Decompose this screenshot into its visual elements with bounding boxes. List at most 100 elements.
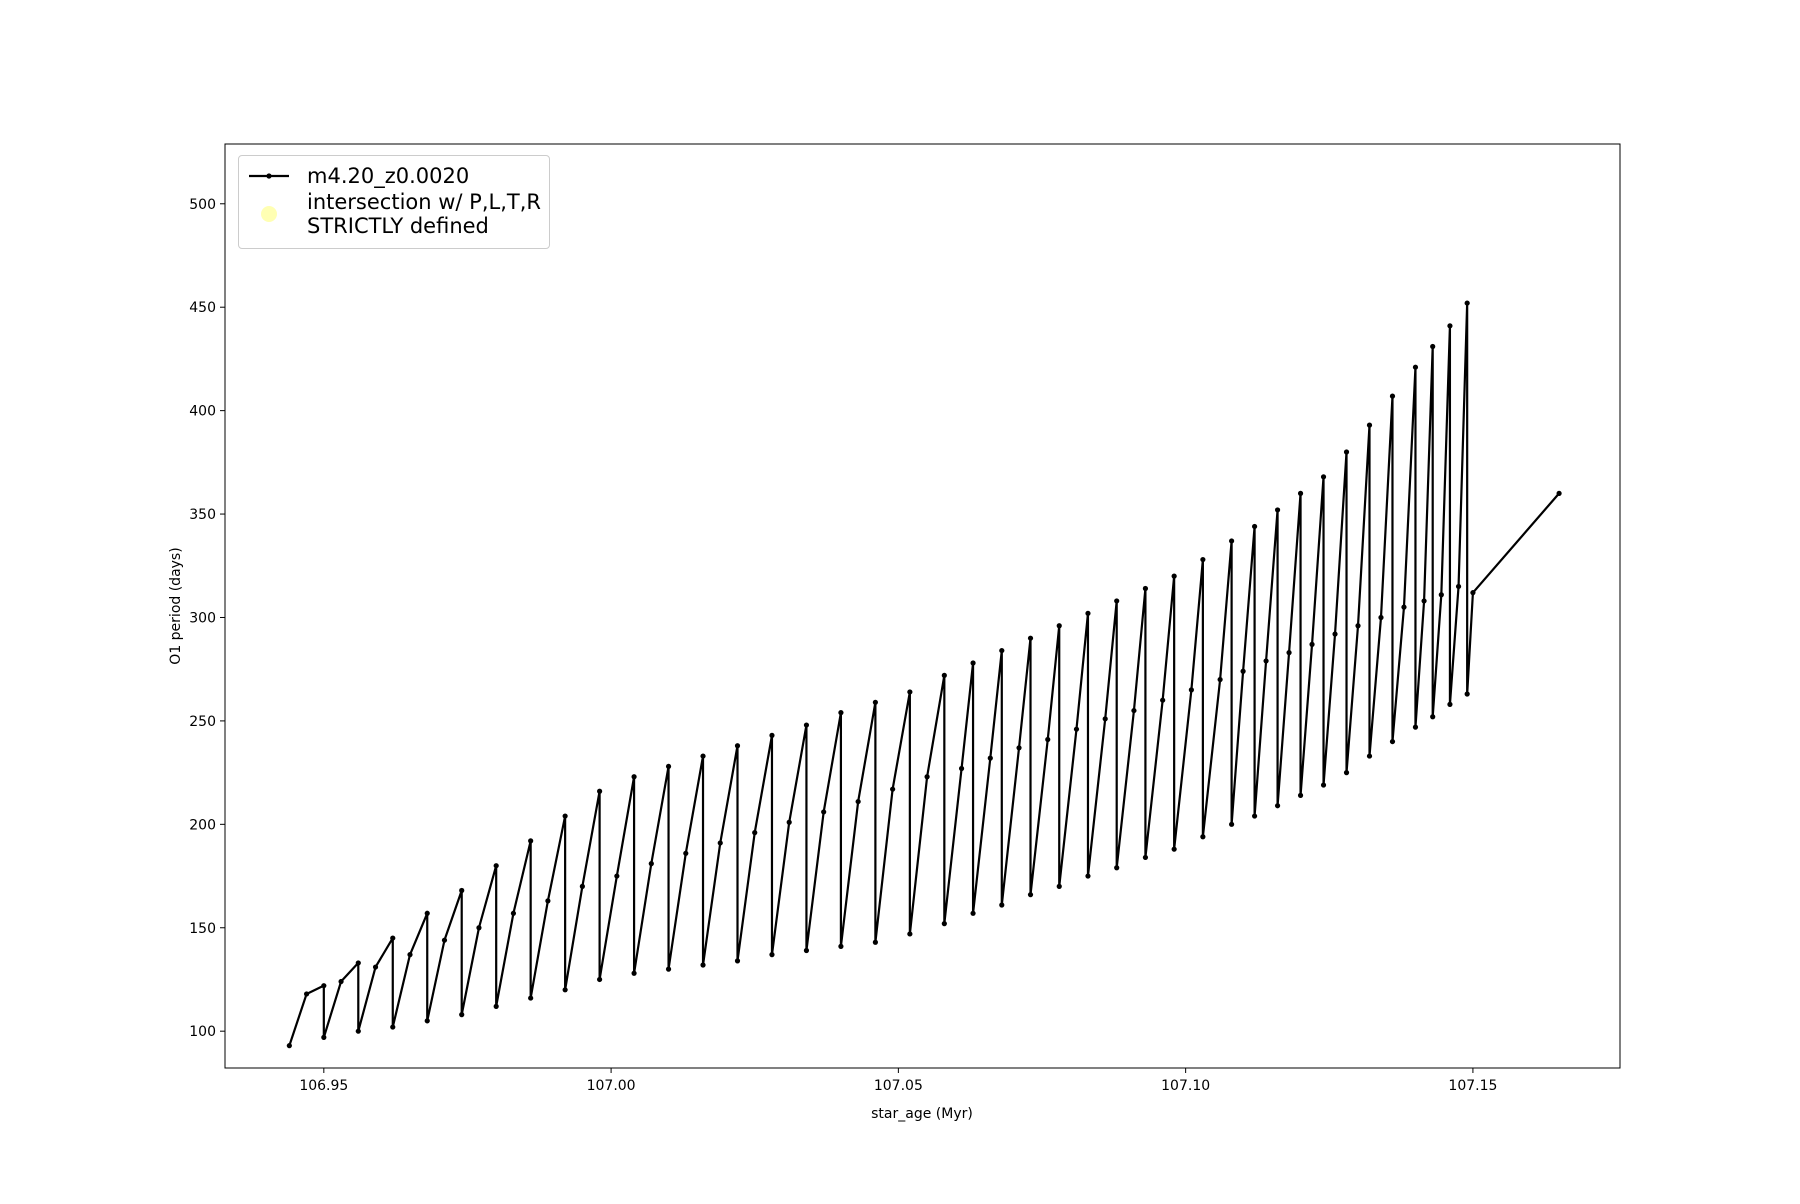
point-marker <box>855 798 861 805</box>
point-marker <box>1556 490 1562 496</box>
y-tick-label: 100 <box>189 1024 216 1040</box>
point-marker <box>631 774 637 780</box>
point-marker <box>424 910 430 916</box>
point-marker <box>493 863 499 869</box>
y-axis-label: O1 period (days) <box>168 547 184 664</box>
point-marker <box>1438 592 1444 598</box>
point-marker <box>1171 573 1177 579</box>
point-marker <box>1217 676 1223 683</box>
legend-symbol <box>249 173 289 179</box>
point-marker <box>562 813 568 819</box>
point-marker <box>545 898 551 904</box>
legend-entry: m4.20_z0.0020 <box>247 164 541 188</box>
point-marker <box>665 763 672 770</box>
point-marker <box>970 660 976 666</box>
point-marker <box>1274 803 1281 809</box>
point-marker <box>1056 623 1062 629</box>
legend: m4.20_z0.0020 intersection w/ P,L,T,R STR… <box>238 155 550 249</box>
point-marker <box>734 958 741 964</box>
series-line <box>288 301 1560 1047</box>
point-marker <box>1114 865 1120 871</box>
point-marker <box>1430 714 1436 720</box>
point-marker <box>562 987 568 993</box>
point-marker <box>1131 707 1137 714</box>
point-marker <box>1102 716 1108 722</box>
point-marker <box>872 939 878 945</box>
point-marker <box>1251 813 1258 819</box>
point-marker <box>1297 490 1304 496</box>
point-marker <box>1274 507 1281 513</box>
point-marker <box>631 970 637 976</box>
point-marker <box>1343 449 1350 455</box>
point-marker <box>665 966 672 972</box>
point-marker <box>1286 650 1292 656</box>
point-marker <box>872 699 878 705</box>
point-marker <box>970 910 976 916</box>
point-marker <box>528 838 534 844</box>
plot-frame <box>224 143 1621 1069</box>
point-marker <box>1366 753 1373 759</box>
point-marker <box>355 960 361 966</box>
point-marker <box>683 850 689 856</box>
point-marker <box>1142 854 1149 861</box>
x-axis-label: star_age (Myr) <box>871 1106 973 1122</box>
point-marker <box>597 976 603 983</box>
point-marker <box>1430 343 1436 350</box>
point-marker <box>717 840 723 846</box>
point-marker <box>1447 323 1453 329</box>
point-marker <box>303 991 310 997</box>
point-marker <box>700 753 706 759</box>
point-marker <box>579 883 585 889</box>
y-tick-label: 450 <box>189 300 216 316</box>
point-marker <box>1027 892 1034 898</box>
point-marker <box>769 732 775 738</box>
point-marker <box>752 830 758 836</box>
x-tick-label: 106.95 <box>299 1078 348 1094</box>
y-tick-label: 500 <box>189 197 216 213</box>
point-marker <box>1455 583 1462 590</box>
point-marker <box>999 647 1005 654</box>
point-marker <box>1470 590 1476 596</box>
point-marker <box>1027 635 1034 641</box>
point-marker <box>1355 623 1361 629</box>
point-marker <box>1366 422 1373 428</box>
point-marker <box>941 672 947 678</box>
point-marker <box>1421 598 1427 604</box>
point-marker <box>769 952 775 958</box>
point-marker <box>1412 724 1419 730</box>
point-marker <box>459 1012 465 1018</box>
point-marker <box>1378 614 1384 621</box>
point-marker <box>614 873 620 879</box>
legend-label: m4.20_z0.0020 <box>307 164 470 188</box>
point-marker <box>1332 631 1338 637</box>
point-marker <box>1401 604 1407 610</box>
point-marker <box>924 774 930 780</box>
point-marker <box>1114 598 1120 604</box>
point-marker <box>528 995 534 1001</box>
point-marker <box>1229 538 1235 544</box>
point-marker <box>321 1034 327 1040</box>
point-marker <box>1056 883 1062 889</box>
y-tick-label: 400 <box>189 404 216 420</box>
legend-marker <box>266 173 272 179</box>
point-marker <box>1309 641 1315 647</box>
point-marker <box>1200 834 1206 840</box>
point-marker <box>372 964 379 970</box>
point-marker <box>338 978 344 985</box>
x-tick-label: 107.05 <box>874 1078 923 1094</box>
point-marker <box>803 947 810 954</box>
point-marker <box>1016 745 1022 751</box>
point-marker <box>1045 736 1051 743</box>
point-marker <box>734 743 741 749</box>
x-tick-label: 107.15 <box>1448 1078 1497 1094</box>
point-marker <box>941 921 947 927</box>
point-marker <box>1389 738 1396 745</box>
point-marker <box>700 962 706 968</box>
point-marker <box>821 809 827 815</box>
point-marker <box>907 931 913 937</box>
point-marker <box>597 788 603 794</box>
point-marker <box>1142 585 1149 592</box>
point-marker <box>1343 770 1350 776</box>
x-tick-label: 107.00 <box>587 1078 636 1094</box>
